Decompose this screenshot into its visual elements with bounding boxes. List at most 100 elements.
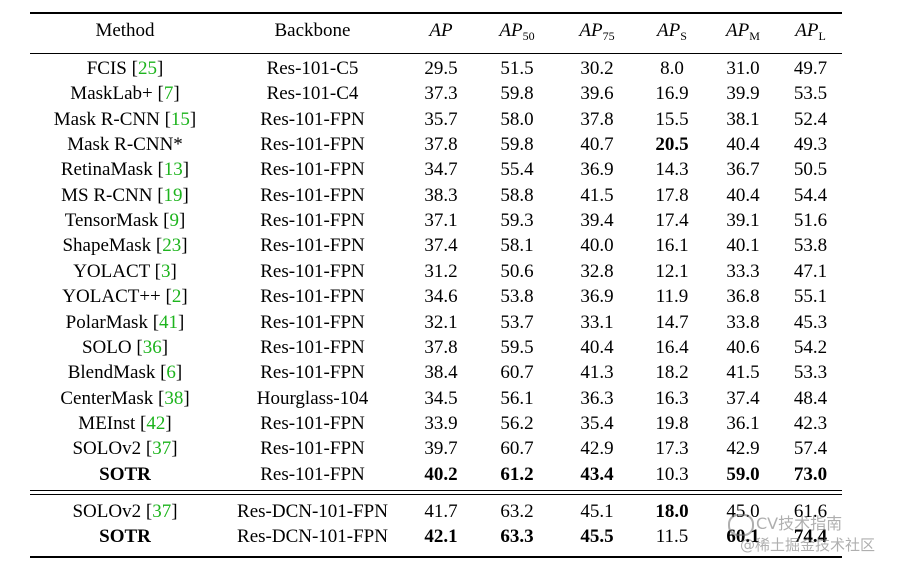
table-row: MaskLab+ [7] Res-101-C4 37.3 59.8 39.6 16.9 39…	[30, 81, 842, 106]
ap50-cell: 51.5	[500, 58, 534, 79]
ap-cell: 38.4	[424, 362, 458, 384]
method-cell: RetinaMask [13]	[60, 159, 190, 181]
citation-link[interactable]: 25	[137, 58, 157, 79]
top-rule	[30, 12, 842, 14]
backbone-cell: Res-101-FPN	[260, 210, 365, 232]
citation-link[interactable]: 6	[166, 362, 176, 384]
ap-cell: 35.7	[424, 108, 458, 130]
ap75-cell: 42.9	[580, 438, 614, 460]
header-apl-base: AP	[795, 20, 819, 41]
table-row: PolarMask [41] Res-101-FPN 32.1 53.7 33.1 14.…	[30, 310, 842, 335]
ap75-cell: 41.5	[580, 184, 614, 206]
citation-link[interactable]: 37	[152, 501, 172, 522]
backbone-cell: Res-101-C5	[266, 58, 359, 79]
ap75-cell: 30.2	[580, 58, 614, 79]
ap50-cell: 59.8	[500, 134, 534, 156]
citation-link[interactable]: 13	[163, 159, 183, 181]
apl-cell: 52.4	[793, 108, 828, 130]
backbone-cell: Res-101-FPN	[260, 362, 365, 384]
apm-cell: 33.8	[726, 311, 760, 333]
section-rule-upper	[30, 490, 842, 491]
aps-cell: 20.5	[655, 134, 689, 156]
ap-cell: 33.9	[424, 412, 458, 434]
table-row: Mask R-CNN [15] Res-101-FPN 35.7 58.0 37.8 15…	[30, 107, 842, 132]
header-aps: APS	[637, 18, 707, 49]
method-cell: CenterMask [38]	[60, 387, 190, 409]
citation-link[interactable]: 36	[142, 336, 162, 358]
ap75-cell: 36.9	[580, 286, 614, 308]
apl-cell: 53.3	[793, 362, 828, 384]
apl-cell: 54.4	[793, 184, 828, 206]
citation-link[interactable]: 7	[163, 83, 174, 105]
ap50-cell: 60.7	[500, 362, 534, 384]
ap50-cell: 58.1	[500, 235, 534, 257]
method-name: RetinaMask	[60, 159, 153, 181]
apm-cell: 36.1	[726, 412, 760, 434]
method-cell: TensorMask [9]	[64, 210, 186, 232]
method-cell: SOTR	[30, 462, 220, 487]
apm-cell: 38.1	[726, 108, 760, 130]
header-aps-sub: S	[680, 29, 687, 43]
method-cell: YOLACT [3]	[73, 260, 177, 282]
method-cell: YOLACT++ [2]	[62, 286, 188, 308]
method-name: ShapeMask	[62, 235, 152, 257]
citation-link[interactable]: 2	[171, 286, 182, 308]
method-cell: SOLO [36]	[81, 336, 169, 358]
ap75-cell: 36.9	[580, 159, 614, 181]
header-apm-base: AP	[726, 20, 750, 41]
header-ap50: AP50	[477, 18, 557, 49]
citation-link[interactable]: 3	[160, 260, 171, 282]
ap-cell: 34.7	[424, 159, 458, 181]
method-name: SOLOv2	[72, 501, 142, 522]
apm-cell: 40.1	[726, 235, 760, 257]
citation-link[interactable]: 19	[163, 184, 183, 206]
aps-cell: 17.4	[655, 210, 689, 232]
apl-cell: 47.1	[793, 260, 828, 282]
ap-cell: 41.7	[424, 501, 458, 522]
apl-cell: 55.1	[793, 286, 828, 308]
citation-link[interactable]: 23	[162, 235, 182, 257]
method-name: TensorMask	[64, 210, 159, 232]
citation-link[interactable]: 15	[170, 108, 190, 130]
backbone-cell: Res-101-FPN	[260, 311, 365, 333]
method-name: MEInst	[78, 412, 136, 434]
method-cell: MEInst [42]	[78, 412, 172, 434]
ap75-cell: 33.1	[580, 311, 614, 333]
table-row: SOTR Res-DCN-101-FPN 42.1 63.3 45.5 11.5 60.1 7…	[30, 524, 842, 549]
apm-cell: 42.9	[726, 438, 760, 460]
aps-cell: 16.3	[655, 387, 689, 409]
table-row: MS R-CNN [19] Res-101-FPN 38.3 58.8 41.5 17.8…	[30, 183, 842, 208]
apl-cell: 42.3	[793, 412, 828, 434]
ap75-cell: 35.4	[580, 412, 614, 434]
aps-cell: 18.2	[655, 362, 689, 384]
ap75-cell: 32.8	[580, 260, 614, 282]
citation-link[interactable]: 37	[152, 438, 172, 460]
header-apm-sub: M	[749, 29, 760, 43]
citation-link[interactable]: 9	[169, 210, 179, 232]
method-name: SOTR	[99, 463, 151, 485]
backbone-cell: Res-101-FPN	[260, 184, 365, 206]
watermark: CV技术指南 @稀土掘金技术社区	[728, 510, 908, 560]
aps-cell: 8.0	[660, 58, 684, 79]
table-row: RetinaMask [13] Res-101-FPN 34.7 55.4 36.9 14…	[30, 157, 842, 182]
method-name: SOLOv2	[72, 438, 142, 460]
apm-cell: 36.7	[726, 159, 760, 181]
method-name: Mask R-CNN*	[67, 134, 183, 156]
method-cell: FCIS [25]	[86, 58, 164, 79]
ap75-cell: 36.3	[580, 387, 614, 409]
apl-cell: 49.3	[793, 134, 828, 156]
table-row: SOLOv2 [37] Res-101-FPN 39.7 60.7 42.9 17.3 42…	[30, 436, 842, 461]
table-row: Mask R-CNN* Res-101-FPN 37.8 59.8 40.7 20.5 40…	[30, 132, 842, 157]
method-cell: SOTR	[30, 524, 220, 549]
ap-cell: 34.6	[424, 286, 458, 308]
citation-link[interactable]: 38	[164, 387, 184, 409]
table-row: ShapeMask [23] Res-101-FPN 37.4 58.1 40.0 16.…	[30, 233, 842, 258]
ap50-cell: 53.7	[500, 311, 534, 333]
method-cell: BlendMask [6]	[67, 362, 183, 384]
backbone-cell: Res-101-FPN	[260, 286, 365, 308]
table-row: SOLO [36] Res-101-FPN 37.8 59.5 40.4 16.4 40.6…	[30, 335, 842, 360]
citation-link[interactable]: 41	[159, 311, 179, 333]
table-row: TensorMask [9] Res-101-FPN 37.1 59.3 39.4 17.…	[30, 208, 842, 233]
ap75-cell: 37.8	[580, 108, 614, 130]
citation-link[interactable]: 42	[146, 412, 166, 434]
